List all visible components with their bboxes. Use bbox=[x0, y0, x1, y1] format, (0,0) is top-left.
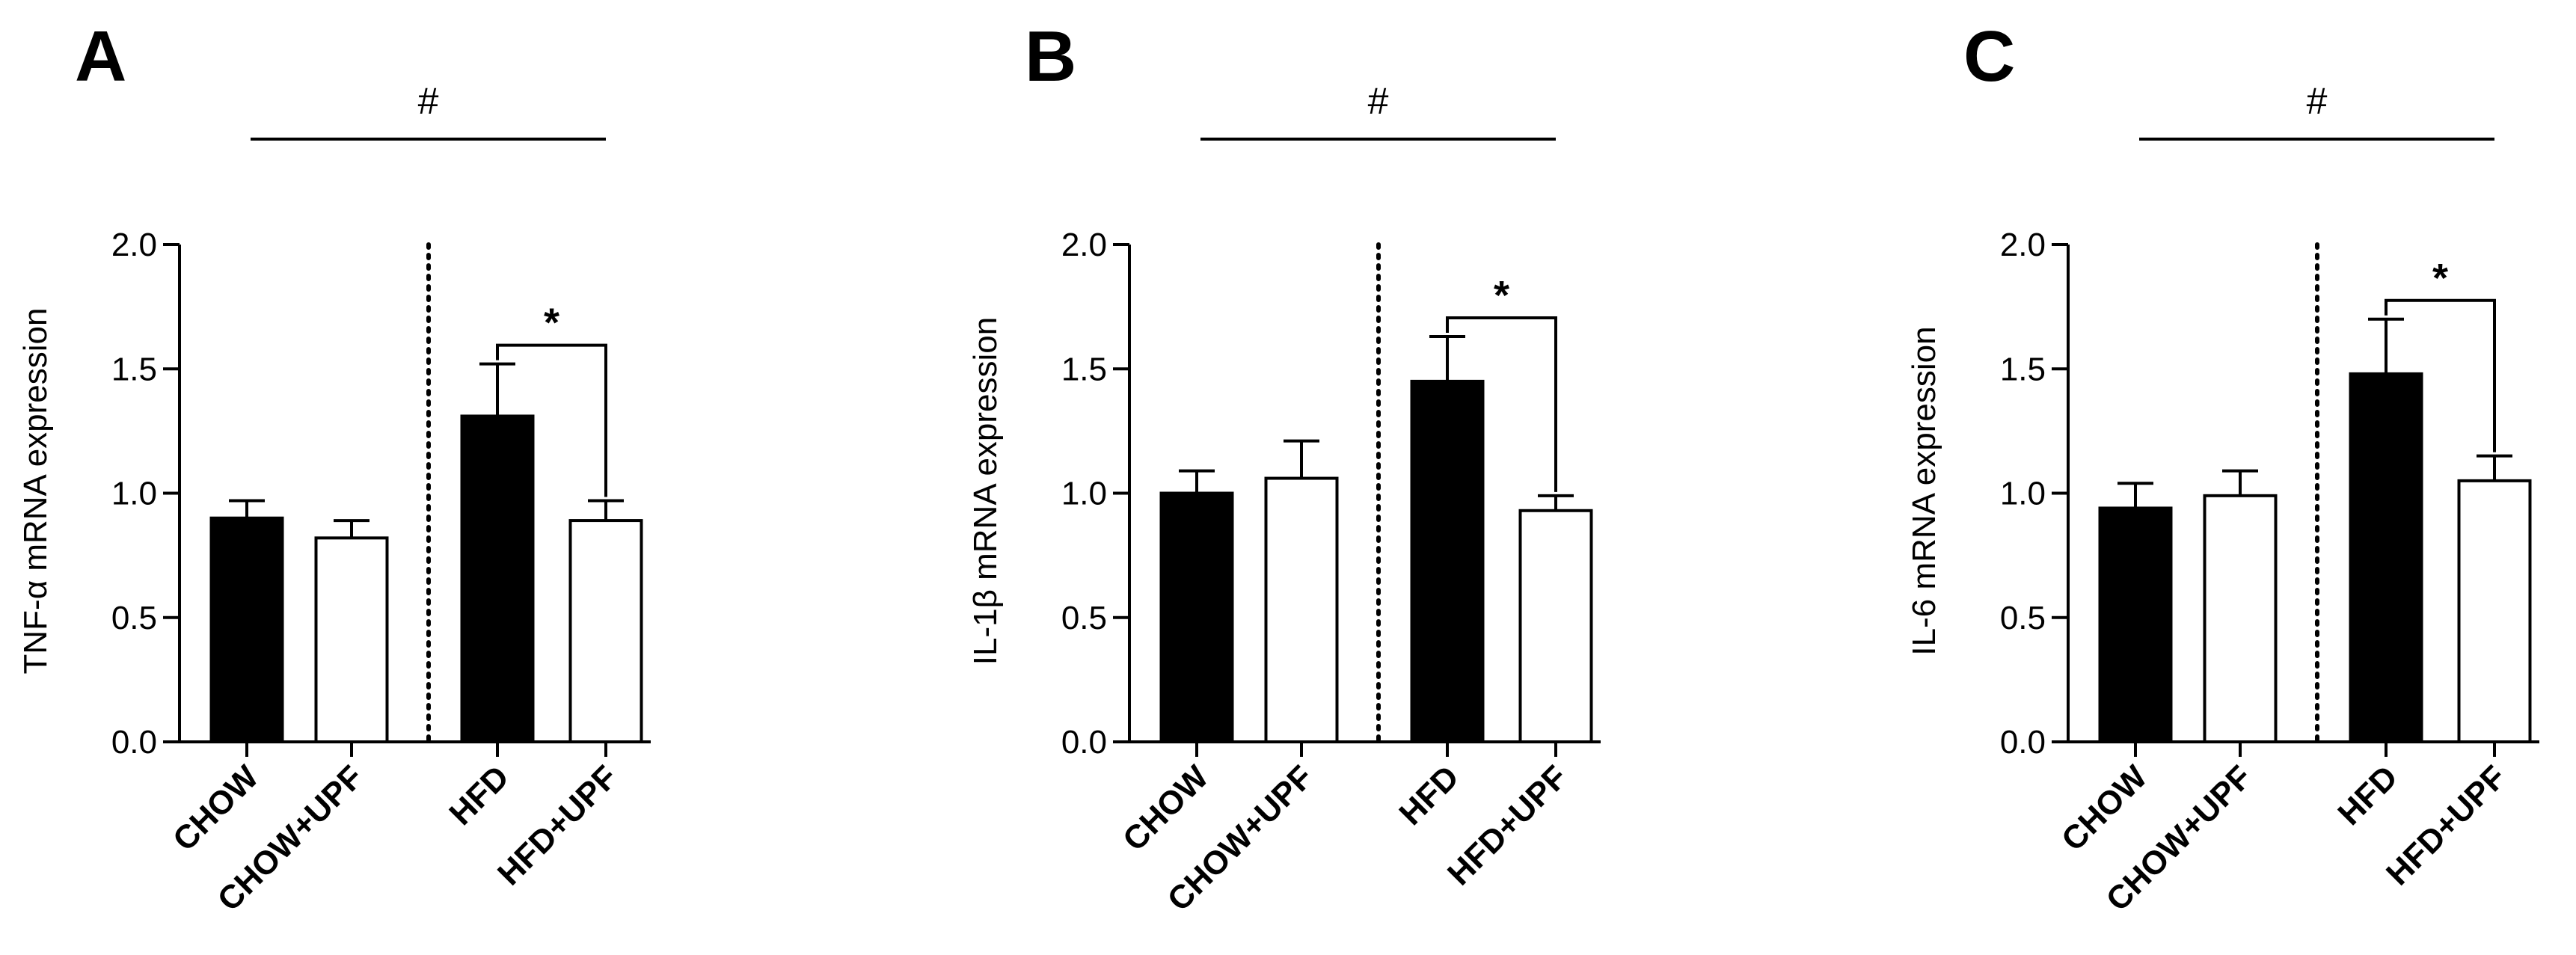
x-tick-label: HFD+UPF bbox=[1441, 758, 1574, 892]
bar-chow-upf bbox=[2203, 494, 2278, 743]
y-tick-label: 1.0 bbox=[1061, 476, 1107, 512]
y-tick-label: 1.5 bbox=[2000, 351, 2046, 387]
y-axis-title: IL-6 mRNA expression bbox=[1906, 326, 1942, 655]
y-tick-label: 1.5 bbox=[111, 351, 157, 387]
y-tick-label: 1.0 bbox=[2000, 476, 2046, 512]
y-tick-label: 0.0 bbox=[2000, 724, 2046, 761]
bar-hfd-upf bbox=[568, 519, 643, 743]
sig-label: * bbox=[1494, 273, 1509, 318]
y-tick-label: 2.0 bbox=[1061, 227, 1107, 263]
panel-letter: C bbox=[1963, 16, 2015, 96]
y-axis-title: TNF-α mRNA expression bbox=[17, 308, 54, 675]
x-tick-label: CHOW bbox=[2055, 758, 2154, 858]
sig-bracket bbox=[1446, 316, 1557, 492]
panel-letter: B bbox=[1025, 16, 1076, 96]
bar-chow bbox=[2098, 506, 2173, 743]
bar-chow-upf bbox=[314, 536, 389, 743]
x-tick-label: HFD+UPF bbox=[491, 758, 625, 892]
bar-chow-upf bbox=[1264, 476, 1339, 743]
y-axis-title: IL-1β mRNA expression bbox=[967, 317, 1004, 665]
group-bracket-label: # bbox=[2307, 80, 2328, 122]
x-tick-label: HFD bbox=[1392, 758, 1466, 832]
sig-bracket bbox=[496, 343, 607, 497]
chart-panel-c: C 0.0 0.5 1.0 1.5 2.0 IL-6 mRNA expression CHOW… bbox=[1906, 16, 2539, 918]
y-tick-label: 0.0 bbox=[1061, 724, 1107, 761]
y-tick-label: 2.0 bbox=[2000, 227, 2046, 263]
chart-panel-a: A 0.0 0.5 1.0 1.5 2.0 TNF-α mRNA expression CHO… bbox=[17, 16, 651, 918]
sig-label: * bbox=[2432, 256, 2448, 301]
y-tick-label: 0.0 bbox=[111, 724, 157, 761]
bar-chow bbox=[209, 516, 284, 743]
bar-chow bbox=[1159, 491, 1234, 743]
y-tick-label: 0.5 bbox=[111, 600, 157, 636]
sig-bracket bbox=[2385, 298, 2496, 452]
x-tick-label: HFD+UPF bbox=[2379, 758, 2513, 892]
y-tick-label: 1.0 bbox=[111, 476, 157, 512]
group-bracket-label: # bbox=[1368, 80, 1389, 122]
y-tick-label: 0.5 bbox=[1061, 600, 1107, 636]
y-tick-label: 0.5 bbox=[2000, 600, 2046, 636]
bar-hfd bbox=[2349, 372, 2423, 743]
panel-letter: A bbox=[75, 16, 126, 96]
y-tick-label: 2.0 bbox=[111, 227, 157, 263]
y-tick-label: 1.5 bbox=[1061, 351, 1107, 387]
bar-hfd-upf bbox=[2457, 479, 2532, 743]
sig-label: * bbox=[544, 301, 559, 346]
bar-hfd bbox=[1410, 379, 1485, 743]
chart-panel-b: B 0.0 0.5 1.0 1.5 2.0 IL-1β mRNA expression CHO… bbox=[967, 16, 1601, 918]
x-tick-label: CHOW bbox=[1116, 758, 1215, 858]
x-tick-label: HFD bbox=[2331, 758, 2405, 832]
group-bracket-label: # bbox=[418, 80, 439, 122]
x-tick-label: HFD bbox=[442, 758, 516, 832]
bar-hfd bbox=[460, 414, 535, 743]
x-tick-label: CHOW bbox=[166, 758, 266, 858]
bar-hfd-upf bbox=[1518, 509, 1593, 744]
